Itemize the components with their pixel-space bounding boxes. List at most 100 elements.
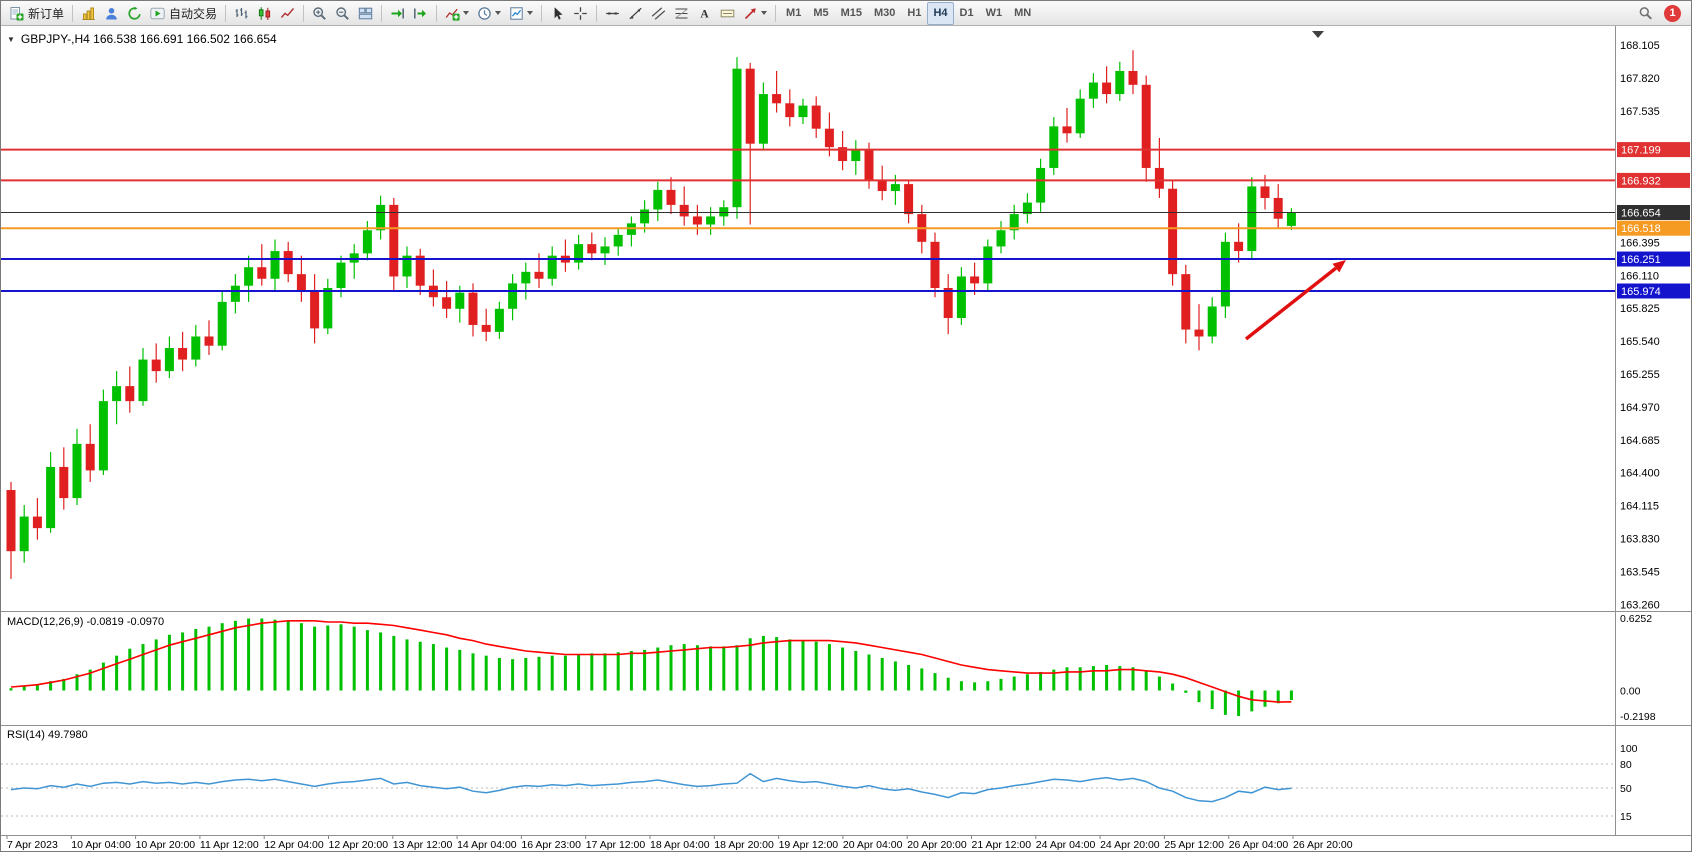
svg-text:16 Apr 23:00: 16 Apr 23:00: [521, 839, 581, 851]
text-button[interactable]: A: [693, 2, 716, 25]
price-badge-166.654: [1617, 205, 1690, 221]
notification-badge[interactable]: 1: [1664, 4, 1681, 22]
crosshair-button[interactable]: [569, 2, 592, 25]
svg-text:166.110: 166.110: [1620, 270, 1659, 282]
svg-text:11 Apr 12:00: 11 Apr 12:00: [200, 839, 259, 851]
svg-text:24 Apr 04:00: 24 Apr 04:00: [1036, 839, 1096, 851]
svg-text:50: 50: [1620, 783, 1632, 795]
search-icon: [1638, 6, 1653, 21]
tile-windows-button[interactable]: [354, 2, 377, 25]
candlestick-chart-button[interactable]: [253, 2, 276, 25]
chart-background: [1, 26, 1691, 851]
toolbar-separator: [596, 4, 598, 22]
toolbar-separator: [225, 4, 227, 22]
market-watch-icon: [81, 6, 96, 21]
auto-scroll-button[interactable]: [386, 2, 409, 25]
zoom-in-button[interactable]: [308, 2, 331, 25]
svg-text:164.970: 164.970: [1620, 402, 1660, 414]
svg-text:167.820: 167.820: [1620, 73, 1660, 85]
timeframe-mn-button[interactable]: MN: [1014, 7, 1032, 19]
zoom-in-icon: [312, 6, 327, 21]
price-badge-167.199: [1617, 142, 1690, 158]
text-label-button[interactable]: [716, 2, 739, 25]
price-badge-165.974: [1617, 283, 1690, 299]
timeframe-m5-button[interactable]: M5: [813, 7, 829, 19]
price-chart[interactable]: 168.105 167.820 167.535 166.395 166.110 165.8…: [1, 26, 1691, 851]
timeframe-m15-button[interactable]: M15: [840, 7, 862, 19]
svg-text:25 Apr 12:00: 25 Apr 12:00: [1164, 839, 1224, 851]
svg-text:163.545: 163.545: [1620, 566, 1660, 578]
svg-text:20 Apr 20:00: 20 Apr 20:00: [907, 839, 967, 851]
new-order-button[interactable]: 新订单: [5, 2, 68, 25]
collapse-caret-icon[interactable]: ▼: [7, 34, 15, 44]
price-axis-badges: 167.199 166.932 166.654 166.518 166.251 165.9…: [1617, 142, 1690, 299]
svg-text:13 Apr 12:00: 13 Apr 12:00: [393, 839, 453, 851]
svg-text:17 Apr 12:00: 17 Apr 12:00: [586, 839, 646, 851]
chart-shift-button[interactable]: [409, 2, 432, 25]
label-icon: [720, 6, 735, 21]
svg-text:18 Apr 04:00: 18 Apr 04:00: [650, 839, 710, 851]
time-axis[interactable]: 7 Apr 2023 10 Apr 04:00 10 Apr 20:00 11 Apr…: [6, 836, 1353, 851]
price-badge-166.518: [1617, 220, 1690, 236]
indicators-button[interactable]: [441, 2, 473, 25]
svg-text:19 Apr 12:00: 19 Apr 12:00: [779, 839, 839, 851]
dropdown-caret-icon[interactable]: [463, 11, 470, 15]
timeframe-m30-button[interactable]: M30: [874, 7, 896, 19]
trendline-button[interactable]: [624, 2, 647, 25]
price-level-lines[interactable]: [1, 148, 1615, 293]
timeframe-w1-button[interactable]: W1: [985, 7, 1003, 19]
toolbar-separator: [303, 4, 305, 22]
market-watch-button[interactable]: [77, 2, 100, 25]
svg-text:164.685: 164.685: [1620, 435, 1660, 447]
dropdown-caret-icon[interactable]: [495, 11, 502, 15]
dropdown-caret-icon[interactable]: [761, 11, 768, 15]
arrows-button[interactable]: [739, 2, 771, 25]
svg-text:165.974: 165.974: [1621, 286, 1661, 298]
autotrading-icon: [150, 6, 165, 21]
price-axis[interactable]: 168.105 167.820 167.535 166.395 166.110 165.8…: [1620, 40, 1660, 611]
svg-text:164.400: 164.400: [1620, 468, 1660, 480]
data-window-button[interactable]: [100, 2, 123, 25]
svg-text:18 Apr 20:00: 18 Apr 20:00: [714, 839, 774, 851]
timeframe-d1-button[interactable]: D1: [959, 7, 974, 19]
channel-button[interactable]: [647, 2, 670, 25]
horizontal-line-button[interactable]: [601, 2, 624, 25]
periods-button[interactable]: [473, 2, 505, 25]
macd-signal-line: [10, 619, 1292, 703]
text-icon: A: [697, 6, 712, 21]
timeframe-m1-button[interactable]: M1: [786, 7, 802, 19]
autotrading-button[interactable]: 自动交易: [146, 2, 221, 25]
svg-text:-0.2198: -0.2198: [1620, 711, 1656, 723]
svg-text:168.105: 168.105: [1620, 40, 1660, 52]
button-label: 新订单: [28, 6, 65, 21]
candle-chart-icon: [257, 6, 272, 21]
zoom-out-button[interactable]: [331, 2, 354, 25]
templates-icon: [509, 6, 524, 21]
search-button[interactable]: [1634, 2, 1657, 25]
auto-scroll-icon: [390, 6, 405, 21]
price-badge-166.251: [1617, 251, 1690, 267]
dropdown-caret-icon[interactable]: [527, 11, 534, 15]
toolbar-separator: [72, 4, 74, 22]
svg-text:21 Apr 12:00: 21 Apr 12:00: [972, 839, 1032, 851]
periods-icon: [477, 6, 492, 21]
svg-text:12 Apr 20:00: 12 Apr 20:00: [329, 839, 389, 851]
navigator-button[interactable]: [123, 2, 146, 25]
timeframe-h4-button[interactable]: H4: [927, 1, 954, 25]
bar-chart-button[interactable]: [230, 2, 253, 25]
price-badge-166.932: [1617, 172, 1690, 188]
cursor-button[interactable]: [546, 2, 569, 25]
trend-arrow-annotation[interactable]: [1244, 260, 1346, 341]
templates-button[interactable]: [505, 2, 537, 25]
chart-window[interactable]: 168.105 167.820 167.535 166.395 166.110 165.8…: [1, 26, 1691, 851]
timeframe-h1-button[interactable]: H1: [907, 7, 922, 19]
svg-text:0.00: 0.00: [1620, 686, 1641, 698]
fibonacci-button[interactable]: [670, 2, 693, 25]
svg-text:167.535: 167.535: [1620, 106, 1660, 118]
line-chart-button[interactable]: [276, 2, 299, 25]
svg-text:24 Apr 20:00: 24 Apr 20:00: [1100, 839, 1160, 851]
toolbar-right: 1: [1634, 2, 1687, 25]
svg-text:163.830: 163.830: [1620, 534, 1660, 546]
chart-shift-marker[interactable]: [1312, 31, 1324, 38]
